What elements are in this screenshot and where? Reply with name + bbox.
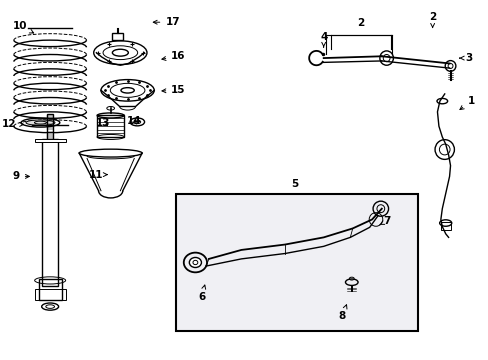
Text: 10: 10 [12, 21, 34, 33]
Text: 15: 15 [162, 85, 185, 95]
Text: 8: 8 [338, 305, 346, 321]
Bar [35, 289, 65, 300]
Text: 4: 4 [319, 32, 326, 47]
Ellipse shape [106, 107, 114, 110]
Text: 12: 12 [2, 120, 23, 129]
Ellipse shape [189, 257, 201, 267]
Text: 9: 9 [13, 171, 29, 181]
Bar [47, 114, 53, 139]
Bar [112, 33, 123, 40]
Text: 6: 6 [198, 285, 205, 302]
Text: 3: 3 [459, 53, 471, 63]
Text: 5: 5 [290, 179, 298, 189]
Text: 1: 1 [459, 96, 474, 109]
Bar [176, 194, 417, 330]
Text: 11: 11 [89, 170, 107, 180]
Text: 17: 17 [153, 17, 180, 27]
Text: 2: 2 [357, 18, 364, 28]
Bar [440, 222, 449, 230]
Bar [42, 139, 58, 286]
Bar [35, 139, 65, 142]
Text: 14: 14 [126, 116, 141, 126]
Bar [97, 116, 124, 137]
Text: 13: 13 [96, 118, 110, 128]
Text: 16: 16 [162, 51, 185, 61]
Text: 7: 7 [379, 216, 389, 226]
Bar [39, 279, 61, 300]
Ellipse shape [26, 120, 55, 125]
Text: 2: 2 [428, 12, 435, 28]
